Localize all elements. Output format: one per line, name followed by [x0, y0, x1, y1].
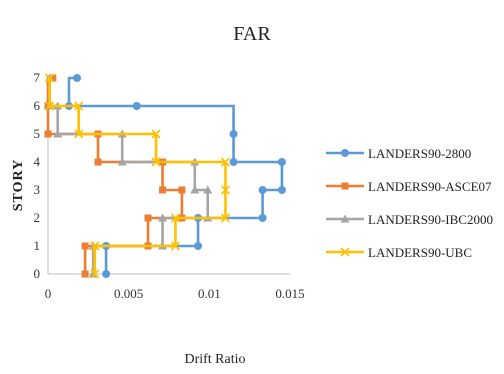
y-axis-label: STORY [11, 159, 26, 212]
data-point [220, 213, 231, 223]
data-point [74, 101, 84, 111]
data-point [90, 241, 100, 251]
y-tick-label: 6 [34, 98, 41, 113]
data-point [151, 129, 161, 139]
data-point [190, 185, 200, 194]
data-point [53, 129, 63, 138]
data-point [117, 157, 127, 166]
legend-label: LANDERS90-2800 [368, 146, 471, 161]
y-tick-label: 3 [34, 182, 41, 197]
legend-item: LANDERS90-UBC [326, 245, 472, 260]
series-line [48, 78, 210, 274]
y-tick-label: 5 [34, 126, 41, 141]
series-3 [45, 73, 231, 279]
y-tick-label: 2 [34, 210, 41, 225]
data-point [132, 102, 141, 110]
data-point [170, 241, 181, 251]
data-point [90, 269, 100, 279]
series-line [46, 76, 184, 274]
data-point [229, 158, 238, 166]
data-point [151, 157, 161, 167]
legend-item: LANDERS90-IBC2000 [326, 212, 493, 227]
data-point [340, 214, 350, 223]
legend: LANDERS90-2800 LANDERS90-ASCE07 LANDERS90-… [326, 146, 493, 260]
data-point [94, 158, 102, 166]
legend-item: LANDERS90-ASCE07 [326, 179, 492, 194]
series-layer [44, 73, 286, 279]
data-point [178, 186, 186, 194]
data-point [258, 214, 267, 222]
data-point [341, 149, 349, 157]
data-point [45, 73, 55, 83]
data-point [44, 130, 52, 138]
data-point [49, 74, 57, 82]
x-axis-label: Drift Ratio [184, 352, 245, 367]
y-tick-label: 4 [34, 154, 41, 169]
data-point [277, 186, 286, 194]
x-tick-label: 0.01 [198, 286, 221, 301]
data-point [144, 214, 152, 222]
legend-item: LANDERS90-2800 [326, 146, 471, 161]
data-point [158, 213, 168, 222]
x-tick-label: 0 [45, 286, 52, 301]
data-point [258, 186, 267, 194]
y-tick-label: 1 [34, 238, 41, 253]
x-tick-labels: 0 0.005 0.01 0.015 [45, 286, 305, 301]
data-point [74, 129, 84, 139]
data-point [81, 242, 89, 250]
data-point [220, 185, 231, 195]
series-0 [64, 74, 286, 278]
x-tick-label: 0.015 [275, 286, 304, 301]
y-tick-labels: 0 1 2 3 4 5 6 7 [34, 70, 41, 281]
legend-label: LANDERS90-IBC2000 [368, 212, 493, 227]
data-point [203, 185, 213, 194]
y-tick-label: 0 [34, 266, 41, 281]
data-point [159, 186, 167, 194]
legend-label: LANDERS90-ASCE07 [368, 179, 492, 194]
legend-label: LANDERS90-UBC [368, 245, 472, 260]
data-point [81, 270, 89, 278]
data-point [220, 157, 231, 167]
data-point [73, 74, 82, 82]
chart-title: FAR [233, 23, 271, 45]
data-point [277, 158, 286, 166]
data-point [340, 247, 350, 257]
data-point [341, 182, 349, 190]
data-point [170, 213, 181, 223]
data-point [229, 130, 238, 138]
data-point [102, 270, 111, 278]
y-tick-label: 7 [34, 70, 41, 85]
data-point [194, 242, 203, 250]
x-tick-label: 0.005 [114, 286, 143, 301]
data-point [45, 101, 55, 111]
